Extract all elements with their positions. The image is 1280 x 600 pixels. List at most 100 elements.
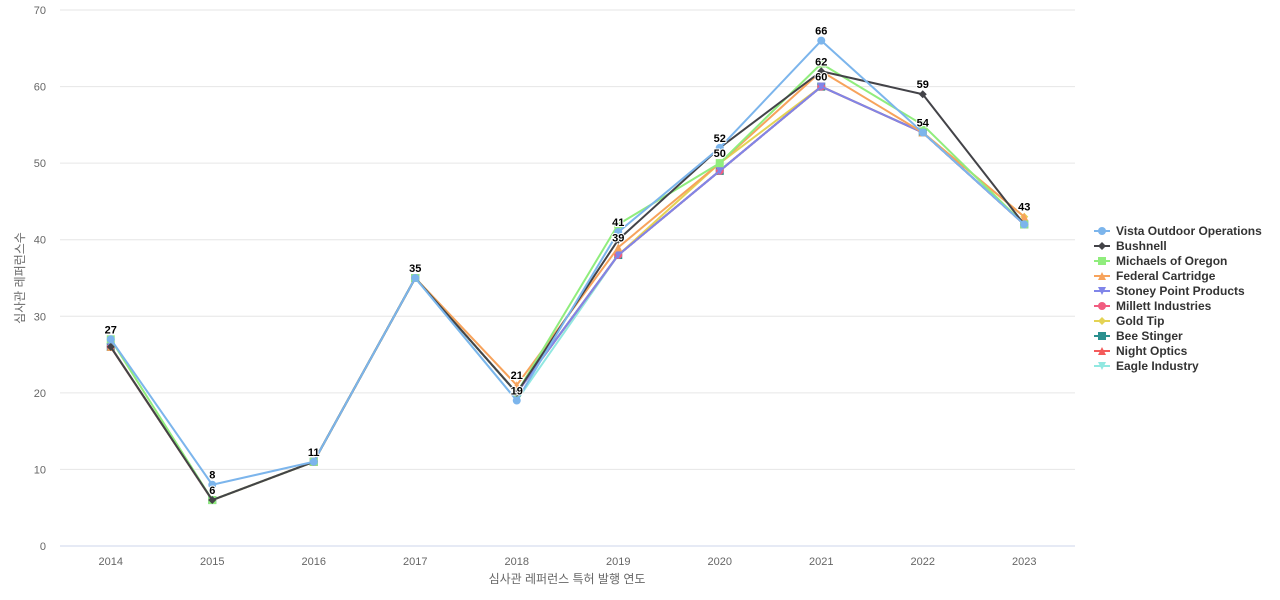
legend-label: Stoney Point Products (1116, 283, 1245, 298)
data-point (512, 396, 521, 405)
series-night-optics (106, 82, 1029, 505)
series-millett-industries (106, 82, 1029, 505)
series-bushnell (106, 67, 1029, 505)
x-tick-label: 2015 (200, 556, 224, 568)
series-line (109, 85, 1026, 502)
legend-marker (1098, 331, 1106, 340)
legend-marker (1098, 346, 1106, 355)
legend-label: Night Optics (1116, 343, 1188, 358)
data-point (106, 342, 115, 351)
y-tick-label: 70 (34, 5, 46, 17)
y-tick-label: 30 (34, 311, 46, 323)
legend-item[interactable]: Stoney Point Products (1094, 283, 1262, 298)
legend-symbol-icon (1094, 331, 1110, 340)
data-label: 21 (511, 370, 523, 382)
data-label: 6 (209, 485, 215, 497)
data-label: 43 (1018, 202, 1030, 214)
series-line (109, 70, 1026, 502)
legend-item[interactable]: Gold Tip (1094, 313, 1262, 328)
y-tick-label: 60 (34, 82, 46, 94)
x-tick-label: 2019 (606, 556, 630, 568)
legend-symbol-icon (1094, 301, 1110, 310)
data-label: 52 (714, 133, 726, 145)
legend-symbol-icon (1094, 256, 1110, 265)
series-lines (106, 36, 1029, 505)
y-axis-title: 심사관 레퍼런스수 (13, 232, 27, 324)
legend-label: Eagle Industry (1116, 358, 1199, 373)
x-tick-label: 2020 (708, 556, 732, 568)
data-label: 41 (612, 217, 624, 229)
data-point (411, 274, 420, 282)
legend: Vista Outdoor Operations Bushnell Michaels… (1094, 223, 1262, 373)
series-line (109, 85, 1026, 502)
data-point (817, 59, 826, 68)
series-line (109, 70, 1026, 502)
data-label: 66 (815, 26, 827, 38)
legend-marker (1098, 316, 1106, 325)
legend-symbol-icon (1094, 271, 1110, 280)
data-label: 59 (917, 79, 929, 91)
legend-item[interactable]: Michaels of Oregon (1094, 253, 1262, 268)
x-axis-ticks: 2014 2015 2016 2017 2018 2019 2020 2021 2022 2023 (99, 556, 1037, 568)
data-point (715, 159, 724, 168)
series-bee-stinger (106, 82, 1029, 505)
x-tick-label: 2022 (911, 556, 935, 568)
legend-symbol-icon (1094, 316, 1110, 325)
legend-item[interactable]: Vista Outdoor Operations (1094, 223, 1262, 238)
legend-item[interactable]: Night Optics (1094, 343, 1262, 358)
data-point (817, 82, 826, 91)
series-line (109, 85, 1026, 502)
data-label: 39 (612, 232, 624, 244)
series-gold-tip (106, 82, 1029, 505)
y-tick-label: 20 (34, 388, 46, 400)
data-label: 27 (105, 324, 117, 336)
x-tick-label: 2023 (1012, 556, 1036, 568)
data-label: 35 (409, 263, 421, 275)
legend-item[interactable]: Eagle Industry (1094, 358, 1262, 373)
y-tick-label: 50 (34, 158, 46, 170)
legend-symbol-icon (1094, 286, 1110, 295)
legend-marker (1098, 256, 1106, 265)
legend-marker (1098, 361, 1106, 370)
data-point (614, 220, 623, 229)
y-tick-label: 0 (40, 541, 46, 553)
data-label: 8 (209, 470, 215, 482)
series-line (109, 85, 1026, 502)
legend-label: Vista Outdoor Operations (1116, 223, 1262, 238)
data-point (715, 143, 724, 152)
legend-label: Bushnell (1116, 238, 1167, 253)
data-point (512, 381, 521, 390)
x-tick-label: 2021 (809, 556, 833, 568)
series-michaels-of-oregon (106, 59, 1029, 505)
legend-marker (1098, 301, 1106, 310)
y-tick-label: 40 (34, 235, 46, 247)
x-tick-label: 2014 (99, 556, 123, 568)
data-label: 60 (815, 72, 827, 84)
data-point (614, 251, 623, 260)
y-axis-ticks: 0 10 20 30 40 50 60 70 (34, 5, 46, 553)
data-point (817, 36, 826, 45)
series-line (109, 62, 1026, 502)
series-line (109, 39, 1026, 486)
data-point (918, 128, 927, 137)
legend-symbol-icon (1094, 361, 1110, 370)
data-point (817, 67, 826, 76)
legend-label: Michaels of Oregon (1116, 253, 1228, 268)
legend-item[interactable]: Bee Stinger (1094, 328, 1262, 343)
legend-item[interactable]: Millett Industries (1094, 298, 1262, 313)
legend-symbol-icon (1094, 241, 1110, 250)
series-line (109, 85, 1026, 502)
series-vista-outdoor-operations (106, 36, 1029, 489)
legend-item[interactable]: Bushnell (1094, 238, 1262, 253)
y-tick-label: 10 (34, 464, 46, 476)
data-point (208, 496, 217, 505)
legend-marker (1098, 271, 1106, 280)
data-label: 50 (714, 148, 726, 160)
data-label: 62 (815, 56, 827, 68)
legend-item[interactable]: Federal Cartridge (1094, 268, 1262, 283)
data-point (1020, 220, 1029, 229)
data-point (512, 388, 521, 397)
legend-label: Millett Industries (1116, 298, 1212, 313)
data-point (614, 228, 623, 237)
